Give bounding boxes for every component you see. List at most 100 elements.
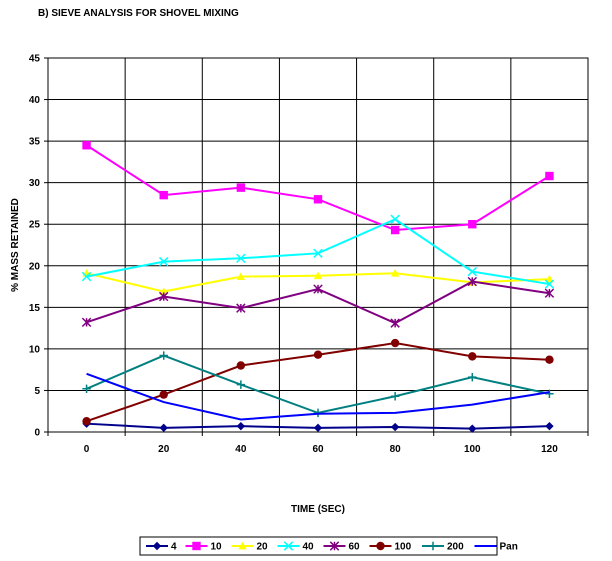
data-point-200 xyxy=(468,372,477,382)
series-4 xyxy=(82,419,554,433)
data-point-200 xyxy=(236,380,246,389)
data-point-4 xyxy=(545,421,554,431)
series-10 xyxy=(82,141,554,235)
grid xyxy=(48,57,588,433)
legend-item-4: 4 xyxy=(146,542,177,553)
legend-label: 20 xyxy=(257,542,269,553)
legend-box xyxy=(139,536,498,556)
data-point-20 xyxy=(159,287,168,295)
data-point-4 xyxy=(236,421,246,431)
x-tick-label: 80 xyxy=(390,444,402,455)
series-200 xyxy=(82,351,554,418)
legend: 4 10 20 40 60 100 200 Pan xyxy=(146,541,518,553)
legend-item-20: 20 xyxy=(231,541,269,553)
data-point-60 xyxy=(313,284,323,294)
y-axis-ticks: 0 5 10 15 20 25 30 35 40 45 xyxy=(29,54,48,439)
data-point-60 xyxy=(81,317,92,328)
data-point-200 xyxy=(545,389,554,398)
data-point-10 xyxy=(545,171,554,181)
chart-title: B) SIEVE ANALYSIS FOR SHOVEL MIXING xyxy=(38,8,239,19)
data-point-100 xyxy=(545,355,554,364)
series-Pan xyxy=(86,372,550,421)
legend-item-Pan: Pan xyxy=(474,542,518,553)
data-point-4 xyxy=(159,423,168,433)
legend-item-40: 40 xyxy=(277,541,315,553)
data-point-4 xyxy=(468,424,477,433)
x-tick-label: 0 xyxy=(84,444,90,455)
legend-marker xyxy=(428,541,438,551)
legend-item-10: 10 xyxy=(185,542,223,553)
x-tick-label: 100 xyxy=(464,444,481,455)
x-axis-label: TIME (SEC) xyxy=(291,504,345,515)
data-point-200 xyxy=(82,384,91,393)
data-point-4 xyxy=(313,423,323,433)
data-point-40 xyxy=(467,266,478,277)
y-tick-label: 35 xyxy=(29,137,41,148)
data-point-100 xyxy=(159,390,168,399)
y-tick-label: 40 xyxy=(29,95,41,106)
legend-label: 200 xyxy=(447,542,464,553)
data-point-40 xyxy=(236,253,246,264)
data-point-40 xyxy=(313,248,323,259)
data-point-60 xyxy=(390,318,400,328)
legend-marker xyxy=(283,541,294,551)
legend-item-200: 200 xyxy=(422,542,464,553)
legend-label: 10 xyxy=(211,542,223,553)
series-line-10 xyxy=(86,144,550,232)
data-point-20 xyxy=(313,271,323,280)
data-point-100 xyxy=(236,361,246,370)
y-tick-label: 10 xyxy=(29,344,41,355)
y-tick-label: 20 xyxy=(29,261,41,272)
data-point-40 xyxy=(544,279,555,289)
legend-label: 60 xyxy=(349,542,361,553)
data-point-200 xyxy=(390,392,400,401)
legend-label: Pan xyxy=(500,542,518,553)
data-point-10 xyxy=(159,190,168,200)
data-point-40 xyxy=(390,214,400,224)
series-lines xyxy=(81,141,555,433)
data-point-100 xyxy=(313,350,323,359)
legend-label: 100 xyxy=(395,542,412,553)
data-point-10 xyxy=(236,183,246,192)
y-tick-label: 30 xyxy=(29,178,41,189)
legend-item-100: 100 xyxy=(369,541,412,553)
legend-label: 40 xyxy=(303,542,315,553)
legend-marker xyxy=(238,541,247,550)
data-point-100 xyxy=(468,352,477,361)
series-60 xyxy=(81,276,555,328)
y-tick-label: 25 xyxy=(29,220,41,231)
series-40 xyxy=(81,214,555,289)
data-point-60 xyxy=(158,291,169,302)
data-point-60 xyxy=(544,288,555,298)
y-tick-label: 45 xyxy=(29,54,41,65)
legend-marker xyxy=(152,541,162,551)
series-100 xyxy=(82,338,554,426)
data-point-10 xyxy=(390,225,400,235)
x-axis-ticks: 0 20 40 60 80 100 120 xyxy=(47,432,589,455)
y-axis-label: % MASS RETAINED xyxy=(10,198,21,292)
series-line-Pan xyxy=(86,372,550,421)
x-tick-label: 20 xyxy=(158,444,170,455)
y-tick-label: 5 xyxy=(34,386,40,397)
x-tick-label: 40 xyxy=(235,444,247,455)
y-tick-label: 0 xyxy=(34,428,40,439)
legend-item-60: 60 xyxy=(323,541,361,553)
data-point-100 xyxy=(82,416,91,426)
data-point-20 xyxy=(545,274,554,283)
data-point-10 xyxy=(313,195,323,204)
data-point-200 xyxy=(159,351,168,360)
legend-label: 4 xyxy=(171,542,177,553)
data-point-100 xyxy=(390,338,400,348)
y-tick-label: 15 xyxy=(29,303,41,314)
data-point-60 xyxy=(467,276,478,287)
data-point-10 xyxy=(468,220,477,229)
x-tick-label: 60 xyxy=(312,444,324,455)
data-point-20 xyxy=(236,272,246,280)
x-tick-label: 120 xyxy=(541,444,558,455)
data-point-40 xyxy=(81,271,92,282)
data-point-4 xyxy=(390,422,400,432)
legend-marker xyxy=(376,541,385,551)
data-point-20 xyxy=(390,269,400,277)
data-point-40 xyxy=(158,256,169,267)
